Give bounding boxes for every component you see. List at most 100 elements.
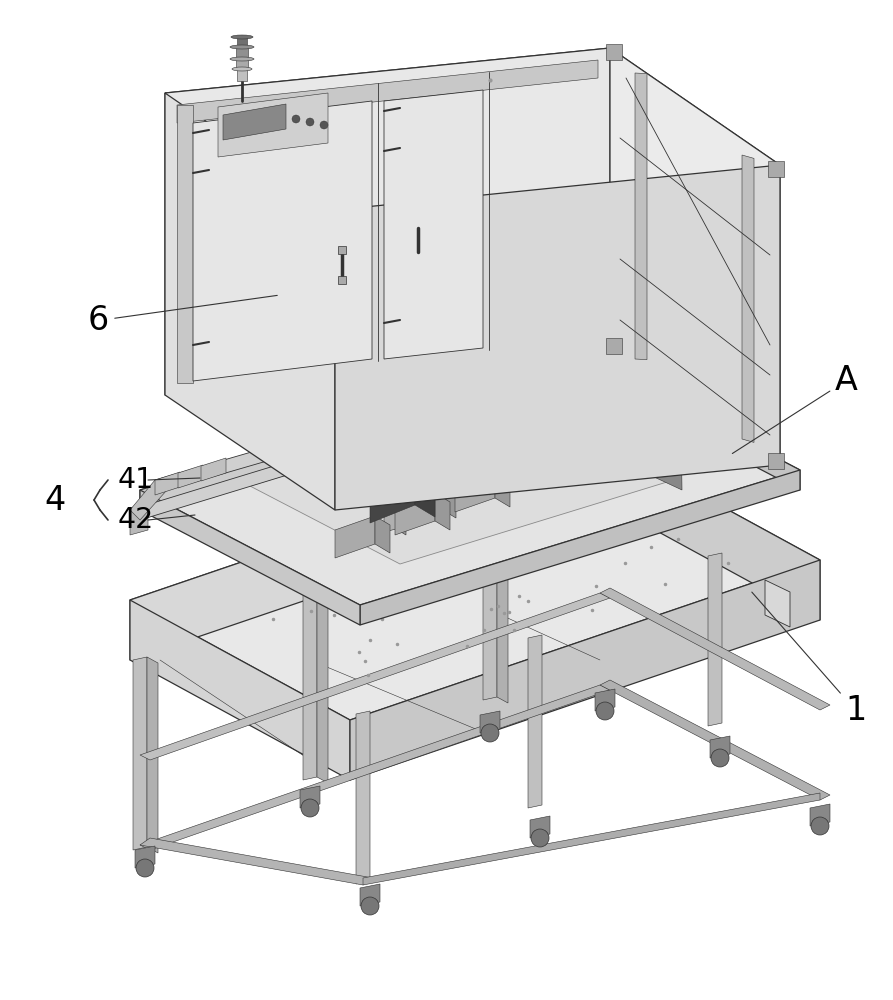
Polygon shape xyxy=(621,311,629,322)
Polygon shape xyxy=(535,404,580,457)
Polygon shape xyxy=(236,47,248,57)
Polygon shape xyxy=(384,90,483,359)
Polygon shape xyxy=(140,490,360,625)
Polygon shape xyxy=(387,384,395,395)
Polygon shape xyxy=(303,587,317,780)
Polygon shape xyxy=(650,340,662,352)
Polygon shape xyxy=(528,635,542,808)
Polygon shape xyxy=(130,455,320,520)
Polygon shape xyxy=(635,73,647,360)
Polygon shape xyxy=(584,361,606,370)
Polygon shape xyxy=(768,161,784,177)
Circle shape xyxy=(666,449,678,461)
Polygon shape xyxy=(606,44,622,60)
Polygon shape xyxy=(497,507,508,703)
Polygon shape xyxy=(435,493,450,530)
Polygon shape xyxy=(155,472,180,495)
Ellipse shape xyxy=(231,35,253,39)
Text: A: A xyxy=(732,364,858,454)
Polygon shape xyxy=(317,587,328,783)
Polygon shape xyxy=(710,736,730,758)
Polygon shape xyxy=(310,310,670,435)
Polygon shape xyxy=(446,412,456,518)
Polygon shape xyxy=(651,464,663,476)
Polygon shape xyxy=(237,69,247,81)
Polygon shape xyxy=(650,329,662,341)
Polygon shape xyxy=(135,846,155,868)
Polygon shape xyxy=(434,412,456,421)
Polygon shape xyxy=(543,335,551,346)
Polygon shape xyxy=(650,374,662,386)
Polygon shape xyxy=(335,516,375,558)
Polygon shape xyxy=(470,448,490,495)
Polygon shape xyxy=(223,104,286,140)
Text: 4: 4 xyxy=(45,484,65,516)
Polygon shape xyxy=(651,430,663,442)
Polygon shape xyxy=(546,378,556,484)
Polygon shape xyxy=(580,404,600,451)
Polygon shape xyxy=(370,470,435,500)
Polygon shape xyxy=(177,60,598,123)
Polygon shape xyxy=(147,657,158,853)
Polygon shape xyxy=(650,363,662,375)
Polygon shape xyxy=(395,493,435,535)
Text: 6: 6 xyxy=(88,295,277,337)
Polygon shape xyxy=(650,351,662,363)
Polygon shape xyxy=(140,685,610,850)
Polygon shape xyxy=(130,440,600,660)
Polygon shape xyxy=(236,59,248,69)
Ellipse shape xyxy=(230,57,254,61)
Polygon shape xyxy=(742,155,754,442)
Polygon shape xyxy=(534,378,556,387)
Circle shape xyxy=(136,859,154,877)
Polygon shape xyxy=(193,101,372,381)
Polygon shape xyxy=(375,516,390,553)
Circle shape xyxy=(320,121,328,129)
Circle shape xyxy=(811,817,829,835)
Polygon shape xyxy=(368,390,376,401)
Polygon shape xyxy=(606,338,622,354)
Polygon shape xyxy=(484,395,496,498)
Polygon shape xyxy=(350,560,820,780)
Polygon shape xyxy=(426,372,434,383)
Circle shape xyxy=(531,829,549,847)
Circle shape xyxy=(301,799,319,817)
Polygon shape xyxy=(370,470,415,523)
Polygon shape xyxy=(310,325,672,448)
Text: 1: 1 xyxy=(752,592,866,727)
Polygon shape xyxy=(535,404,600,434)
Polygon shape xyxy=(396,429,406,535)
Polygon shape xyxy=(338,276,346,284)
Polygon shape xyxy=(708,553,722,726)
Circle shape xyxy=(292,115,300,123)
Polygon shape xyxy=(329,402,337,413)
Polygon shape xyxy=(140,355,580,510)
Circle shape xyxy=(306,118,314,126)
Polygon shape xyxy=(178,465,203,488)
Polygon shape xyxy=(582,323,590,334)
Circle shape xyxy=(654,454,666,466)
Polygon shape xyxy=(201,458,226,481)
Ellipse shape xyxy=(230,45,254,49)
Polygon shape xyxy=(484,395,506,404)
Polygon shape xyxy=(650,385,662,397)
Circle shape xyxy=(481,724,499,742)
Polygon shape xyxy=(530,816,550,838)
Polygon shape xyxy=(384,429,396,532)
Polygon shape xyxy=(446,366,454,377)
Polygon shape xyxy=(356,711,370,884)
Polygon shape xyxy=(768,453,784,469)
Polygon shape xyxy=(165,48,780,210)
Polygon shape xyxy=(651,442,663,454)
Polygon shape xyxy=(130,510,140,530)
Polygon shape xyxy=(140,355,800,605)
Polygon shape xyxy=(504,347,512,358)
Polygon shape xyxy=(650,318,682,490)
Polygon shape xyxy=(596,361,606,467)
Polygon shape xyxy=(525,426,545,473)
Circle shape xyxy=(596,702,614,720)
Polygon shape xyxy=(348,396,356,407)
Text: 42: 42 xyxy=(118,506,154,534)
Polygon shape xyxy=(600,680,830,800)
Polygon shape xyxy=(250,400,680,564)
